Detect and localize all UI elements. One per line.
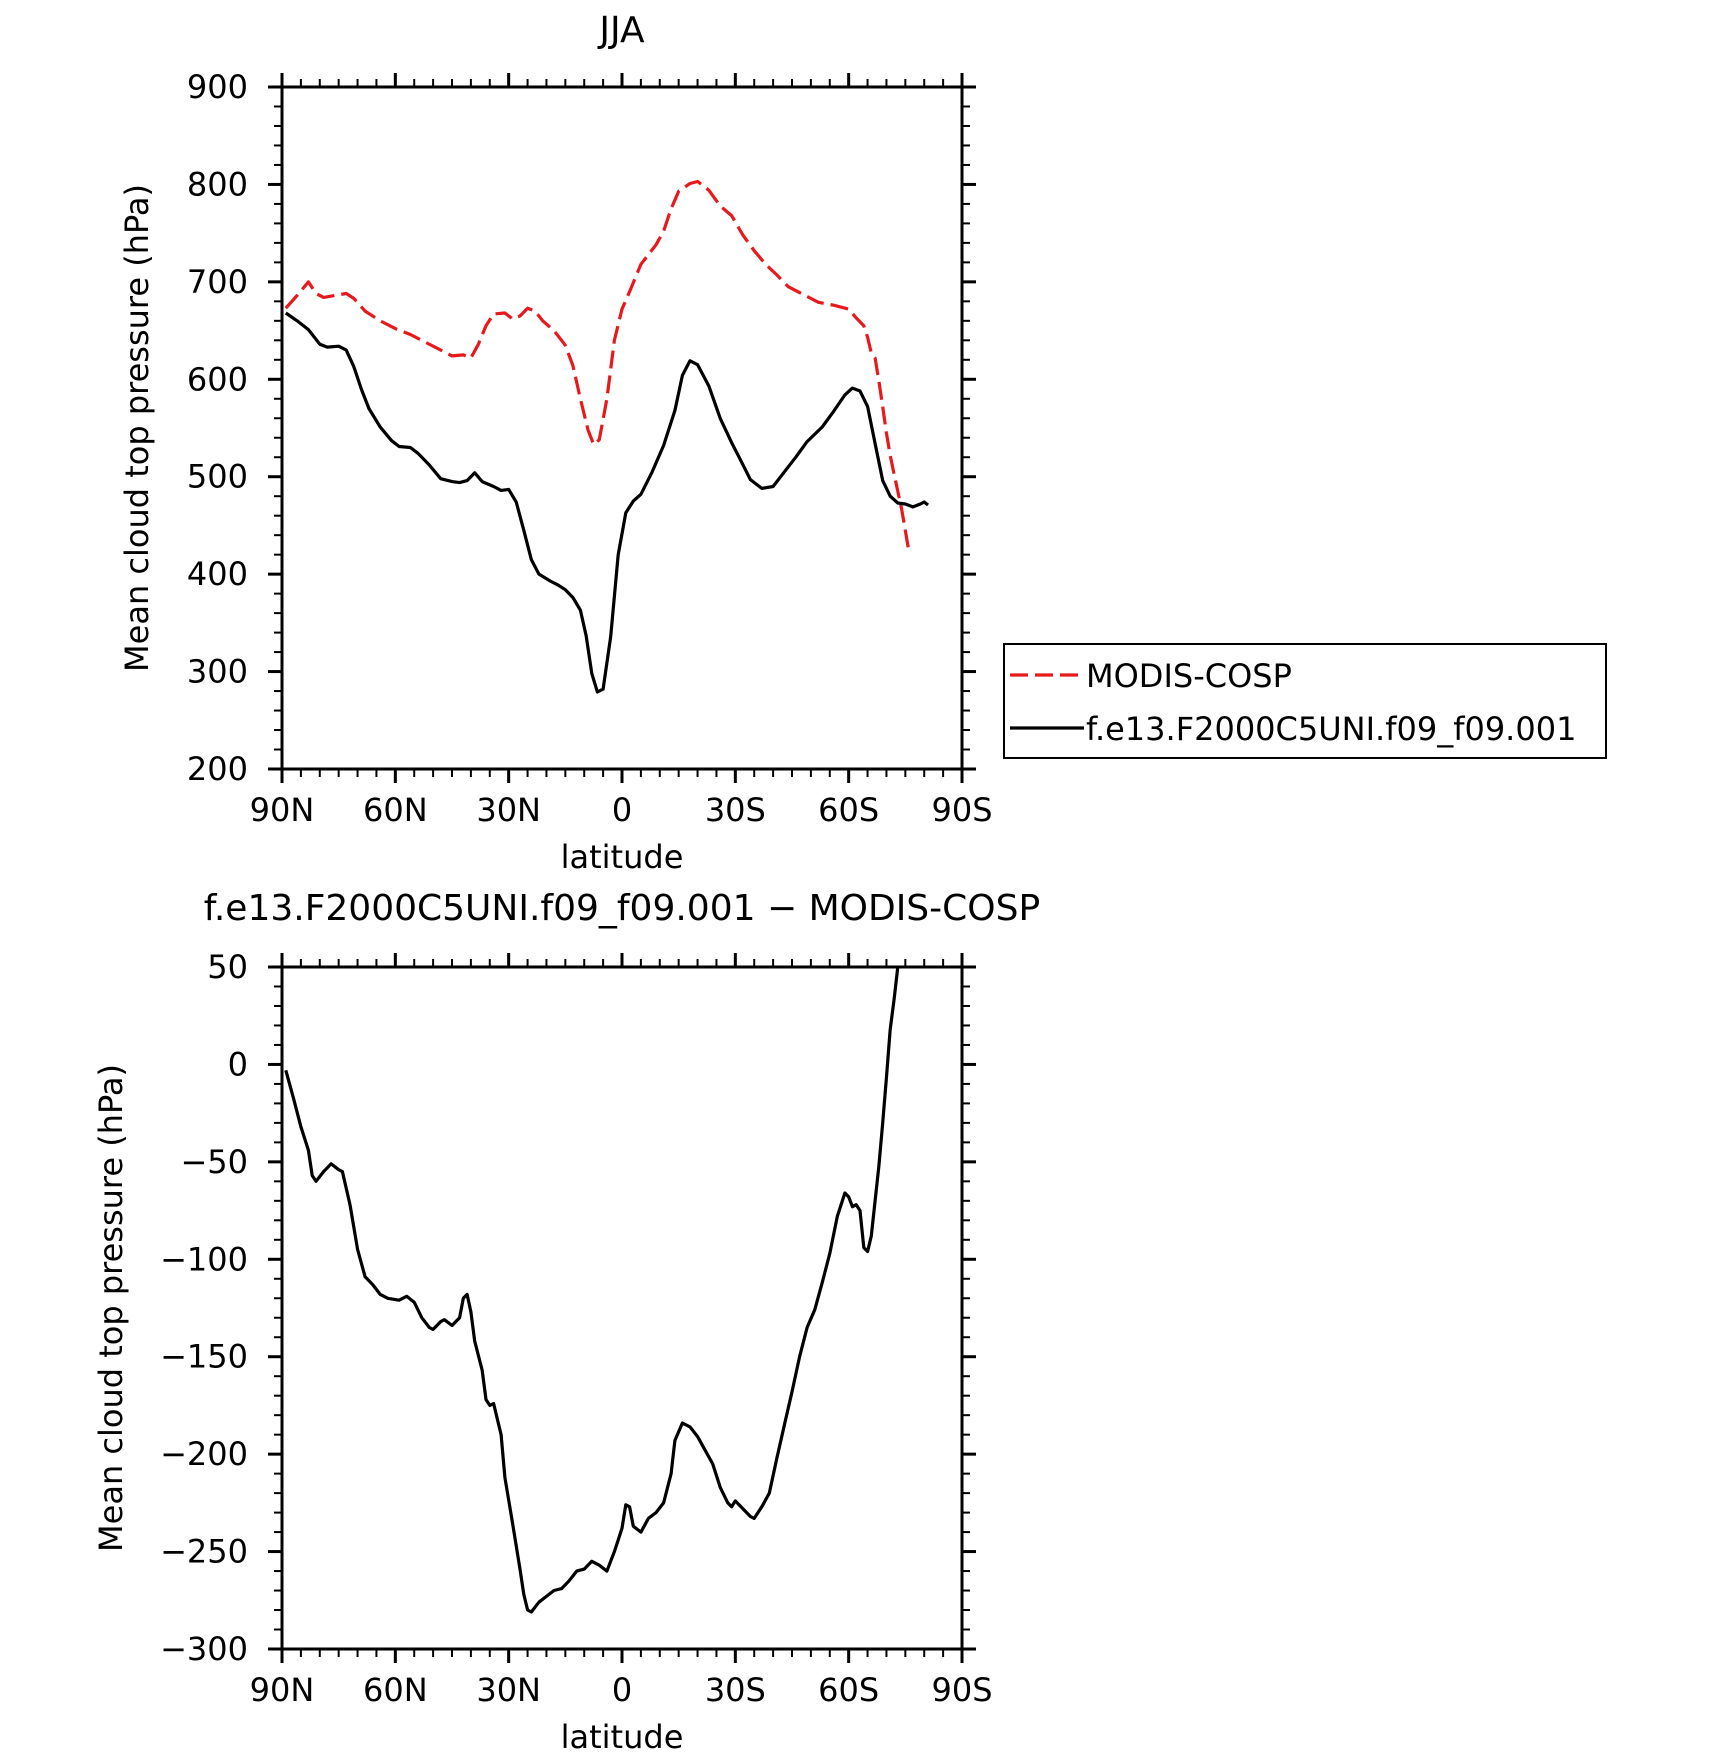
y-tick-label: −200 <box>160 1435 248 1473</box>
y-tick-label: 400 <box>187 555 248 593</box>
x-tick-label: 30N <box>476 1671 541 1709</box>
x-tick-label: 30S <box>705 1671 766 1709</box>
y-tick-label: 50 <box>207 948 248 986</box>
y-axis-label: Mean cloud top pressure (hPa) <box>92 1064 130 1552</box>
x-axis-label: latitude <box>561 1718 684 1756</box>
y-axis-label: Mean cloud top pressure (hPa) <box>118 184 156 672</box>
y-tick-label: 300 <box>187 653 248 691</box>
x-tick-label: 60N <box>363 791 428 829</box>
x-tick-label: 90S <box>931 1671 992 1709</box>
series-line-0 <box>284 966 900 1614</box>
x-tick-label: 60N <box>363 1671 428 1709</box>
y-tick-label: 0 <box>228 1045 248 1083</box>
y-tick-label: 200 <box>187 750 248 788</box>
y-tick-label: 600 <box>187 360 248 398</box>
y-tick-label: −300 <box>160 1630 248 1668</box>
y-tick-label: −150 <box>160 1338 248 1376</box>
chart-title: JJA <box>597 10 645 51</box>
y-tick-label: −250 <box>160 1533 248 1571</box>
series-line-1 <box>284 311 929 694</box>
bottom-chart-difference: f.e13.F2000C5UNI.f09_f09.001 − MODIS-COS… <box>92 888 1040 1756</box>
x-tick-label: 60S <box>818 791 879 829</box>
top-chart-jja: JJA 90N 60N 30N 0 30S 60S 90S 200 300 400 500 600 700… <box>118 10 1607 876</box>
x-axis-label: latitude <box>561 838 684 876</box>
x-tick-label: 0 <box>612 791 632 829</box>
legend-label-0: MODIS-COSP <box>1086 657 1292 695</box>
x-tick-label: 30N <box>476 791 541 829</box>
x-tick-label: 0 <box>612 1671 632 1709</box>
y-tick-label: 800 <box>187 165 248 203</box>
y-tick-label: 500 <box>187 458 248 496</box>
x-tick-label: 90N <box>250 1671 315 1709</box>
x-tick-label: 60S <box>818 1671 879 1709</box>
y-tick-label: −100 <box>160 1240 248 1278</box>
x-tick-label: 90S <box>931 791 992 829</box>
series-line-0 <box>284 179 911 553</box>
chart-title: f.e13.F2000C5UNI.f09_f09.001 − MODIS-COS… <box>204 888 1040 929</box>
y-tick-label: 900 <box>187 68 248 106</box>
legend-label-1: f.e13.F2000C5UNI.f09_f09.001 <box>1086 710 1576 748</box>
plot-frame <box>280 85 964 771</box>
y-tick-label: 700 <box>187 263 248 301</box>
x-tick-label: 30S <box>705 791 766 829</box>
y-tick-label: −50 <box>180 1143 248 1181</box>
x-tick-label: 90N <box>250 791 315 829</box>
plot-frame <box>280 965 964 1651</box>
legend-box <box>1003 643 1607 759</box>
